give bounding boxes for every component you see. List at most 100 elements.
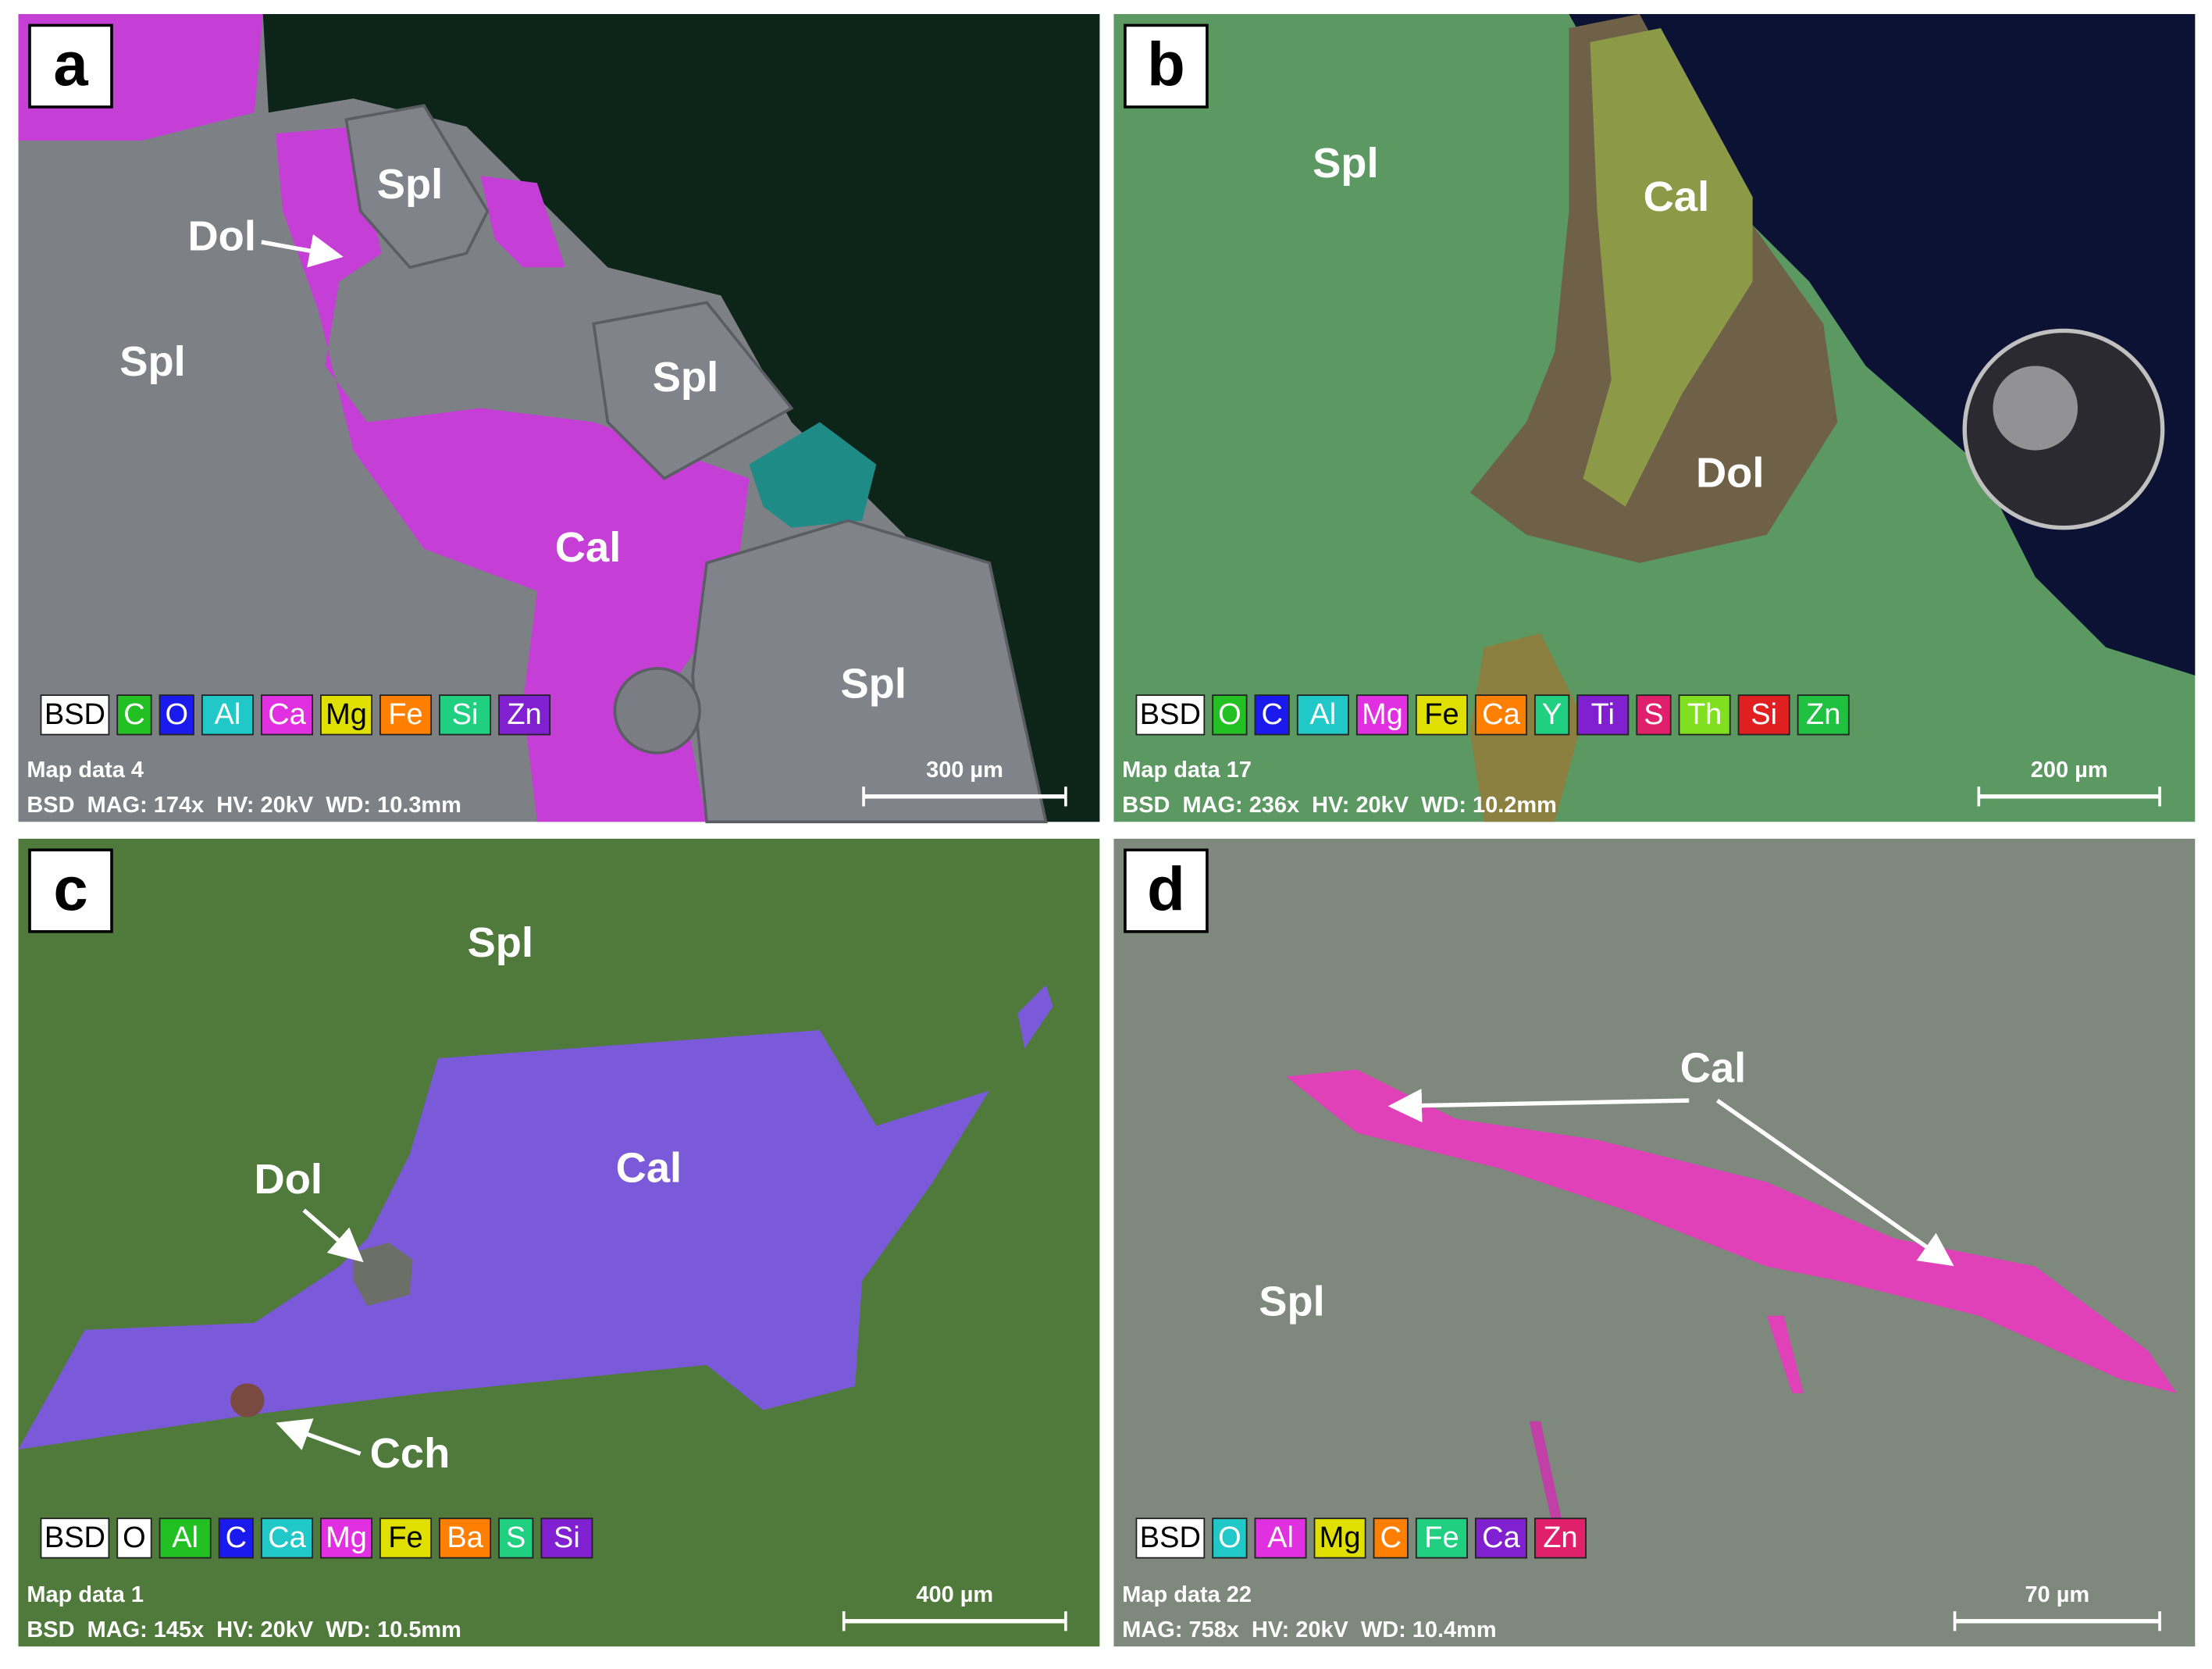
legend-label: Fe (1424, 1521, 1459, 1554)
panel-a-image (18, 14, 1100, 824)
legend-label: Al (172, 1521, 198, 1554)
mineral-label: Spl (1259, 1278, 1324, 1325)
legend-label: Zn (1543, 1521, 1577, 1554)
legend-label: Si (554, 1521, 580, 1554)
legend-box (260, 1517, 313, 1559)
arrow (276, 1418, 362, 1456)
arrow (261, 234, 344, 268)
legend-label: Al (1309, 698, 1336, 731)
acquisition-info: BSD MAG: 145x HV: 20kV WD: 10.5mm (27, 1617, 461, 1642)
legend-box (1415, 1517, 1468, 1559)
legend-box (40, 1517, 110, 1559)
legend-box (1533, 694, 1570, 736)
legend-label: BSD (45, 698, 105, 731)
legend-label: Zn (507, 698, 541, 731)
legend-box (1355, 694, 1409, 736)
acquisition-info: MAG: 758x HV: 20kV WD: 10.4mm (1122, 1617, 1496, 1642)
legend-box (1254, 694, 1290, 736)
scale-label: 200 µm (2031, 758, 2108, 783)
legend-box (439, 694, 492, 736)
mineral-label: Spl (653, 354, 718, 401)
legend-box (1135, 694, 1206, 736)
legend-box (1135, 1517, 1206, 1559)
mineral-label: Spl (119, 338, 185, 385)
legend-box (379, 1517, 433, 1559)
legend-box (159, 694, 194, 736)
legend-label: Ca (268, 698, 306, 731)
legend-box (1373, 1517, 1409, 1559)
legend-label: Al (1267, 1521, 1294, 1554)
map-data: Map data 4 (27, 758, 144, 783)
legend-label: Fe (388, 698, 422, 731)
panel-letter: d (1147, 854, 1185, 923)
legend-label: Y (1542, 698, 1562, 731)
legend-box (116, 1517, 152, 1559)
arrow (1715, 1098, 1954, 1267)
legend-box (1737, 694, 1790, 736)
scale-label: 300 µm (926, 758, 1003, 783)
legend-box (1296, 694, 1349, 736)
mineral-label: Dol (1696, 449, 1764, 496)
panel-letter-box (28, 848, 113, 933)
panel-letter: a (53, 29, 88, 98)
legend-label: C (226, 1521, 247, 1554)
legend-box (1474, 1517, 1527, 1559)
legend-label: Si (452, 698, 479, 731)
legend-box (1212, 1517, 1248, 1559)
panel-letter-box (1124, 848, 1209, 933)
map-data: Map data 17 (1122, 758, 1252, 783)
panel-c-image (18, 838, 1100, 1647)
legend-label: S (1644, 698, 1663, 731)
map-data: Map data 1 (27, 1582, 144, 1607)
legend-box (1474, 694, 1527, 736)
legend-label: C (123, 698, 144, 731)
acquisition-info: BSD MAG: 236x HV: 20kV WD: 10.2mm (1122, 793, 1557, 818)
legend-box (1212, 694, 1248, 736)
legend-label: Mg (1320, 1521, 1361, 1554)
mineral-label: Spl (468, 919, 533, 966)
panel-b-image (1113, 14, 2196, 822)
legend-label: BSD (45, 1521, 105, 1554)
legend-box (498, 694, 551, 736)
mineral-label: Dol (187, 213, 255, 260)
legend-box (40, 694, 110, 736)
panel-letter-box (1124, 23, 1209, 109)
legend-box (218, 1517, 254, 1559)
scale-label: 70 µm (2025, 1582, 2089, 1607)
legend-label: Fe (388, 1521, 422, 1554)
mineral-label: Spl (377, 161, 443, 208)
legend-box (159, 1517, 212, 1559)
legend-label: Zn (1806, 698, 1840, 731)
scale-label: 400 µm (916, 1582, 993, 1607)
legend-label: Th (1687, 698, 1722, 731)
legend-label: S (506, 1521, 525, 1554)
mineral-label: Spl (1313, 140, 1378, 187)
legend-label: Fe (1424, 698, 1459, 731)
mineral-label: Cch (370, 1430, 451, 1477)
mineral-label: Cal (1680, 1045, 1747, 1092)
legend-label: O (165, 698, 188, 731)
panel-letter: c (53, 854, 87, 923)
legend-box (1313, 1517, 1366, 1559)
legend-box (1678, 694, 1731, 736)
legend-label: Mg (1362, 698, 1403, 731)
legend-label: Mg (326, 1521, 367, 1554)
mineral-label: Cal (1644, 173, 1710, 220)
mineral-label: Cal (616, 1145, 682, 1192)
legend-box (439, 1517, 492, 1559)
legend-label: Mg (326, 698, 367, 731)
legend-box (1254, 1517, 1307, 1559)
panel-letter: b (1147, 29, 1185, 98)
legend-box (320, 1517, 372, 1559)
legend-box (201, 694, 254, 736)
legend-label: C (1380, 1521, 1402, 1554)
legend-label: Ti (1591, 698, 1615, 731)
legend-box (260, 694, 313, 736)
legend-box (1576, 694, 1630, 736)
legend-label: Ba (447, 1521, 483, 1554)
legend-box (116, 694, 152, 736)
legend-label: O (123, 1521, 146, 1554)
legend-label: C (1261, 698, 1282, 731)
